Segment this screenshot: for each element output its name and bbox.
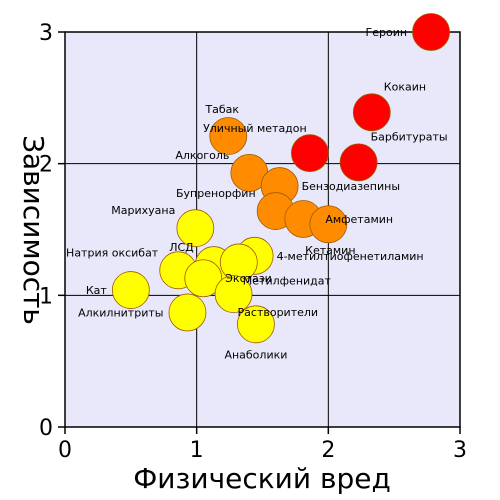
x-axis-title: Физический вред: [133, 462, 391, 495]
point-label: Кат: [86, 284, 108, 297]
point-label: Кокаин: [384, 80, 426, 93]
point-label: Экстази: [225, 272, 272, 285]
point-marker: [176, 209, 215, 248]
point-label: Натрия оксибат: [66, 246, 159, 259]
point-label: ЛСД: [169, 241, 194, 254]
point-marker: [237, 305, 275, 344]
point-marker: [214, 275, 253, 313]
plot-area: [65, 32, 460, 427]
point-label: Барбитураты: [371, 130, 448, 143]
x-tick-label: 3: [453, 438, 467, 463]
point-label: Амфетамин: [325, 213, 393, 226]
point-label: Бупренорфин: [176, 187, 256, 200]
point-marker: [352, 93, 391, 132]
point-label: Метилфенидат: [243, 274, 332, 287]
point-marker: [412, 13, 450, 51]
point-label: Марихуана: [111, 204, 175, 217]
x-tick-label: 1: [190, 438, 204, 463]
point-marker: [168, 293, 207, 332]
point-marker: [184, 259, 223, 298]
point-label: Табак: [204, 103, 239, 116]
x-tick-label: 0: [58, 438, 72, 463]
data-labels: Героин Кокаин Уличный метадон Барбитураты Та…: [66, 26, 447, 361]
point-marker: [209, 117, 248, 155]
y-tick-label: 2: [39, 153, 53, 178]
point-label: Кетамин: [305, 244, 355, 257]
data-points: [111, 13, 450, 344]
point-label: Уличный метадон: [203, 122, 307, 135]
point-label: Анаболики: [224, 348, 287, 361]
x-tick-label: 2: [321, 438, 335, 463]
y-tick-label: 0: [39, 416, 53, 441]
y-axis-title: Зависимость: [17, 135, 50, 325]
x-axis-ticks: 0 1 2 3: [58, 427, 467, 463]
point-label: Алкоголь: [175, 149, 229, 162]
point-marker: [309, 205, 348, 244]
point-label: 4-метилтиофенетиламин: [277, 250, 424, 263]
point-marker: [290, 134, 329, 173]
y-axis-ticks: 0 1 2 3: [39, 21, 65, 441]
y-tick-label: 3: [39, 21, 53, 46]
y-tick-label: 1: [39, 284, 53, 309]
point-label: Бензодиазепины: [302, 180, 400, 193]
point-label: Героин: [366, 26, 408, 39]
point-label: Растворители: [238, 306, 319, 319]
point-label: Алкилнитриты: [78, 306, 163, 319]
point-marker: [111, 271, 150, 309]
plot-frame: [64, 31, 461, 428]
point-marker: [339, 143, 378, 182]
